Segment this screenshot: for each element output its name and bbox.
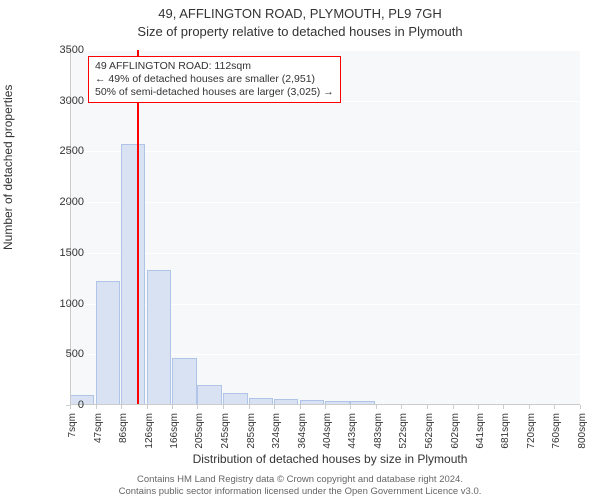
x-tick-label: 245sqm [220, 413, 231, 461]
x-tick-label: 7sqm [67, 413, 78, 461]
chart-title-sub: Size of property relative to detached ho… [0, 24, 600, 39]
histogram-bar [96, 281, 120, 405]
x-tick-mark [96, 405, 97, 409]
y-tick-label: 1000 [44, 298, 84, 310]
x-tick-label: 602sqm [450, 413, 461, 461]
histogram-bar [197, 385, 221, 405]
x-tick-mark [529, 405, 530, 409]
y-tick-mark [66, 202, 70, 203]
x-tick-label: 324sqm [271, 413, 282, 461]
x-tick-mark [554, 405, 555, 409]
y-tick-label: 1500 [44, 247, 84, 259]
annotation-box: 49 AFFLINGTON ROAD: 112sqm ← 49% of deta… [88, 56, 341, 103]
x-tick-label: 720sqm [526, 413, 537, 461]
y-tick-mark [66, 354, 70, 355]
x-tick-mark [325, 405, 326, 409]
x-tick-mark [478, 405, 479, 409]
x-tick-label: 205sqm [194, 413, 205, 461]
y-tick-label: 2000 [44, 196, 84, 208]
annotation-line-1: 49 AFFLINGTON ROAD: 112sqm [95, 60, 334, 73]
y-axis-label: Number of detached properties [1, 85, 15, 250]
x-tick-label: 681sqm [500, 413, 511, 461]
x-tick-label: 285sqm [246, 413, 257, 461]
x-tick-label: 641sqm [475, 413, 486, 461]
annotation-line-3: 50% of semi-detached houses are larger (… [95, 86, 334, 99]
x-tick-mark [70, 405, 71, 409]
x-tick-mark [300, 405, 301, 409]
y-tick-label: 0 [44, 399, 84, 411]
y-tick-mark [66, 50, 70, 51]
footer-line-2: Contains public sector information licen… [0, 486, 600, 498]
x-tick-mark [427, 405, 428, 409]
x-tick-mark [401, 405, 402, 409]
x-tick-label: 443sqm [347, 413, 358, 461]
gridline [70, 151, 580, 152]
x-tick-mark [121, 405, 122, 409]
x-tick-label: 126sqm [144, 413, 155, 461]
x-tick-mark [350, 405, 351, 409]
gridline [70, 50, 580, 51]
histogram-bar [147, 270, 171, 405]
histogram-bar [172, 358, 196, 405]
x-tick-mark [274, 405, 275, 409]
x-tick-label: 562sqm [424, 413, 435, 461]
footer: Contains HM Land Registry data © Crown c… [0, 474, 600, 498]
x-tick-mark [223, 405, 224, 409]
x-tick-label: 800sqm [577, 413, 588, 461]
x-tick-label: 166sqm [169, 413, 180, 461]
y-tick-mark [66, 253, 70, 254]
gridline [70, 202, 580, 203]
histogram-bar [121, 144, 145, 405]
chart-title-main: 49, AFFLINGTON ROAD, PLYMOUTH, PL9 7GH [0, 6, 600, 21]
x-tick-mark [172, 405, 173, 409]
x-tick-mark [376, 405, 377, 409]
y-tick-label: 2500 [44, 145, 84, 157]
x-tick-mark [147, 405, 148, 409]
x-tick-mark [503, 405, 504, 409]
x-tick-label: 483sqm [373, 413, 384, 461]
y-tick-mark [66, 101, 70, 102]
x-tick-label: 86sqm [118, 413, 129, 461]
x-tick-label: 404sqm [322, 413, 333, 461]
chart-container: 49, AFFLINGTON ROAD, PLYMOUTH, PL9 7GH S… [0, 0, 600, 500]
x-tick-label: 47sqm [93, 413, 104, 461]
y-tick-label: 3000 [44, 95, 84, 107]
x-tick-label: 760sqm [551, 413, 562, 461]
x-tick-mark [453, 405, 454, 409]
footer-line-1: Contains HM Land Registry data © Crown c… [0, 474, 600, 486]
y-tick-label: 3500 [44, 44, 84, 56]
x-tick-mark [580, 405, 581, 409]
gridline [70, 253, 580, 254]
y-tick-mark [66, 151, 70, 152]
x-tick-label: 522sqm [398, 413, 409, 461]
x-tick-mark [197, 405, 198, 409]
x-tick-label: 364sqm [297, 413, 308, 461]
y-tick-mark [66, 304, 70, 305]
y-tick-label: 500 [44, 348, 84, 360]
x-tick-mark [249, 405, 250, 409]
annotation-line-2: ← 49% of detached houses are smaller (2,… [95, 73, 334, 86]
